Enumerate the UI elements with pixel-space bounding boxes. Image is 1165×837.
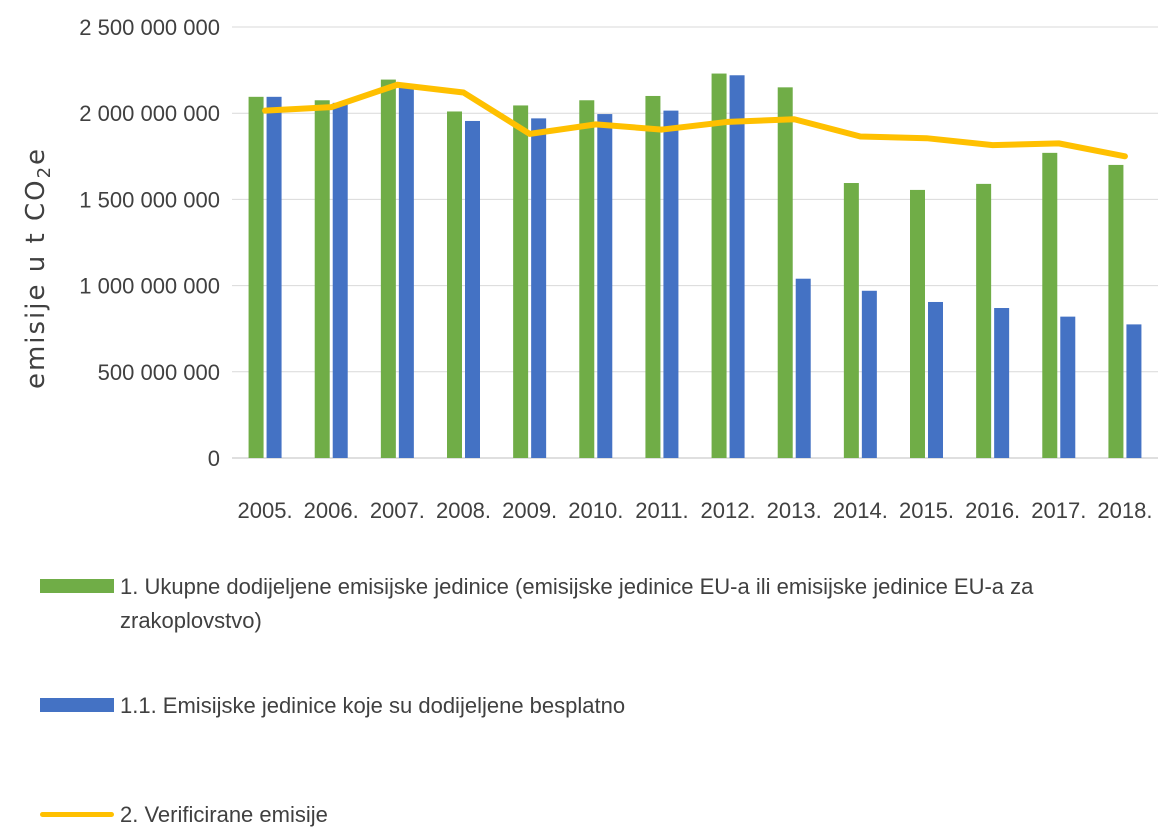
bar-total-2011: [645, 95, 661, 459]
legend-label: 1.1. Emisijske jedinice koje su dodijelj…: [120, 693, 626, 718]
bar-total-2017: [1042, 152, 1058, 459]
bar-free-2016: [994, 308, 1010, 458]
bar-total-2013: [777, 87, 793, 458]
y-tick-label: 1 000 000 000: [79, 274, 220, 299]
x-tick-label: 2015.: [899, 498, 954, 523]
bar-free-2008: [465, 120, 480, 458]
bar-free-2011: [663, 110, 679, 458]
x-tick-label: 2011.: [635, 498, 688, 523]
legend-swatch-yellow: [40, 812, 114, 817]
bar-total-2016: [976, 183, 992, 458]
legend-label: 1. Ukupne dodijeljene emisijske jedinice…: [120, 574, 1034, 633]
x-tick-label: 2006.: [304, 498, 359, 523]
bar-free-2013: [795, 278, 811, 458]
x-tick-label: 2008.: [436, 498, 491, 523]
bar-free-2014: [861, 290, 877, 458]
legend-swatch-green: [40, 579, 114, 593]
x-axis-ticks: 2005. 2006. 2007. 2008. 2009. 2010. 2011. 2012.…: [238, 498, 1153, 523]
bar-free-2017: [1060, 316, 1076, 458]
bar-free-2006: [332, 102, 348, 458]
chart: 0 500 000 000 1 000 000 000 1 500 000 000 2 …: [21, 15, 1158, 523]
x-tick-label: 2014.: [833, 498, 888, 523]
bar-free-2012: [729, 75, 745, 458]
y-tick-label: 1 500 000 000: [79, 187, 220, 212]
y-axis-label: emisije u t CO2e: [21, 147, 55, 389]
x-tick-label: 2010.: [568, 498, 623, 523]
bar-total-2008: [447, 111, 462, 458]
legend-swatch-blue: [40, 698, 114, 712]
bar-total-2005: [248, 96, 264, 459]
x-tick-label: 2013.: [767, 498, 822, 523]
bar-free-2005: [266, 96, 282, 459]
x-tick-label: 2009.: [502, 498, 557, 523]
bar-free-2018: [1126, 324, 1142, 458]
y-tick-label: 500 000 000: [98, 360, 220, 385]
y-tick-label: 2 000 000 000: [79, 101, 220, 126]
x-tick-label: 2005.: [238, 498, 293, 523]
bar-total-2012: [711, 73, 727, 458]
y-tick-label: 0: [208, 446, 220, 471]
x-tick-label: 2017.: [1031, 498, 1086, 523]
bar-free-2015: [928, 301, 943, 458]
bar-free-2009: [531, 118, 547, 458]
bar-total-2009: [513, 105, 529, 458]
line-series: [262, 81, 1128, 160]
bar-total-2006: [314, 100, 330, 459]
legend-item-verified-emissions: 2. Verificirane emisije: [40, 798, 1140, 832]
legend-item-free-allowances: 1.1. Emisijske jedinice koje su dodijelj…: [40, 689, 1140, 723]
x-tick-label: 2016.: [965, 498, 1020, 523]
legend-label: 2. Verificirane emisije: [120, 802, 328, 827]
bar-free-2007: [398, 87, 414, 458]
bar-total-2010: [579, 100, 595, 459]
legend: 1. Ukupne dodijeljene emisijske jedinice…: [40, 570, 1150, 830]
verified-emissions-line: [262, 81, 1128, 160]
x-tick-label: 2007.: [370, 498, 425, 523]
legend-item-total-allowances: 1. Ukupne dodijeljene emisijske jedinice…: [40, 570, 1140, 638]
bar-total-2018: [1108, 164, 1124, 459]
bar-total-2014: [843, 183, 859, 458]
bars: [248, 73, 1142, 459]
bar-free-2010: [597, 114, 613, 458]
bar-total-2007: [380, 79, 396, 458]
bar-total-2015: [910, 189, 925, 458]
x-tick-label: 2012.: [701, 498, 756, 523]
y-axis-ticks: 0 500 000 000 1 000 000 000 1 500 000 000 2 …: [79, 15, 220, 471]
x-tick-label: 2018.: [1097, 498, 1152, 523]
y-tick-label: 2 500 000 000: [79, 15, 220, 40]
